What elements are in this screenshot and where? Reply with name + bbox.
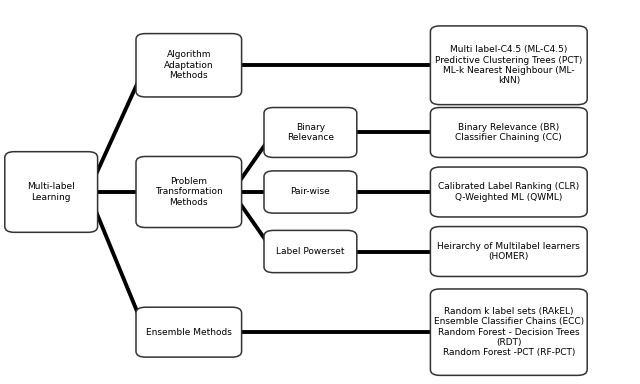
FancyBboxPatch shape: [430, 26, 588, 105]
Text: Ensemble Methods: Ensemble Methods: [146, 328, 232, 337]
Text: Algorithm
Adaptation
Methods: Algorithm Adaptation Methods: [164, 50, 214, 80]
Text: Pair-wise: Pair-wise: [291, 187, 330, 197]
FancyBboxPatch shape: [5, 152, 98, 232]
Text: Multi label-C4.5 (ML-C4.5)
Predictive Clustering Trees (PCT)
ML-k Nearest Neighb: Multi label-C4.5 (ML-C4.5) Predictive Cl…: [435, 45, 582, 85]
FancyBboxPatch shape: [264, 108, 357, 157]
FancyBboxPatch shape: [136, 34, 241, 97]
FancyBboxPatch shape: [430, 289, 588, 376]
FancyBboxPatch shape: [136, 157, 241, 227]
FancyBboxPatch shape: [264, 230, 357, 273]
Text: Problem
Transformation
Methods: Problem Transformation Methods: [155, 177, 223, 207]
FancyBboxPatch shape: [264, 171, 357, 213]
Text: Heirarchy of Multilabel learners
(HOMER): Heirarchy of Multilabel learners (HOMER): [437, 242, 580, 261]
Text: Random k label sets (RAkEL)
Ensemble Classifier Chains (ECC)
Random Forest - Dec: Random k label sets (RAkEL) Ensemble Cla…: [434, 307, 584, 358]
FancyBboxPatch shape: [430, 108, 588, 157]
FancyBboxPatch shape: [136, 307, 241, 357]
Text: Binary
Relevance: Binary Relevance: [287, 123, 334, 142]
Text: Multi-label
Learning: Multi-label Learning: [28, 182, 75, 202]
Text: Label Powerset: Label Powerset: [276, 247, 345, 256]
FancyBboxPatch shape: [430, 167, 588, 217]
Text: Binary Relevance (BR)
Classifier Chaining (CC): Binary Relevance (BR) Classifier Chainin…: [456, 123, 562, 142]
FancyBboxPatch shape: [430, 227, 588, 276]
Text: Calibrated Label Ranking (CLR)
Q-Weighted ML (QWML): Calibrated Label Ranking (CLR) Q-Weighte…: [438, 182, 579, 202]
